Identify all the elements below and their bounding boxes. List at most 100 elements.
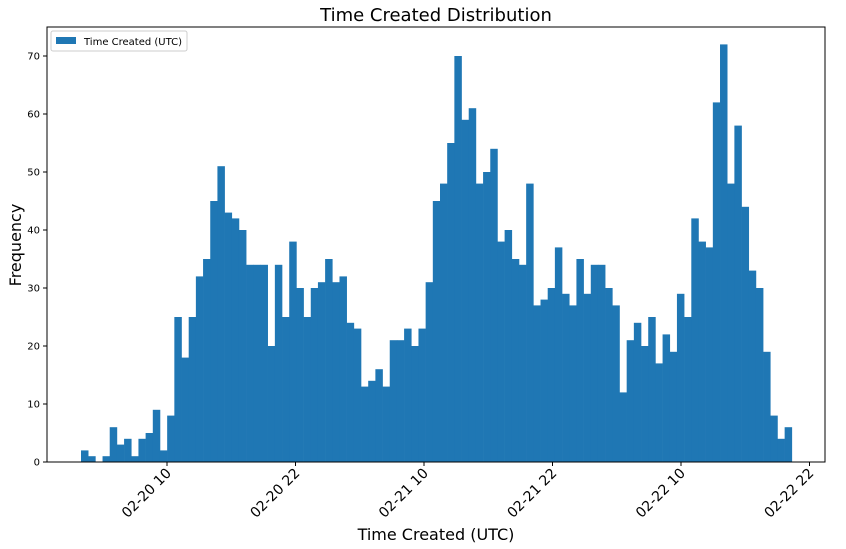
histogram-bar: [641, 346, 649, 462]
histogram-bar: [339, 276, 347, 462]
bars-group: [81, 44, 793, 463]
y-tick-label: 10: [27, 400, 40, 411]
x-tick-label: 02-22 22: [762, 466, 818, 522]
histogram-bar: [784, 427, 793, 462]
histogram-bar: [447, 143, 455, 462]
histogram-bar: [267, 346, 276, 462]
histogram-bar: [296, 288, 304, 462]
histogram-bar: [159, 450, 168, 462]
histogram-bar: [167, 415, 175, 462]
histogram-bar: [497, 241, 505, 462]
histogram-bar: [116, 444, 125, 462]
histogram-bar: [361, 386, 369, 462]
histogram-bar: [770, 415, 778, 462]
histogram-bar: [246, 264, 254, 462]
histogram-bar: [375, 369, 383, 462]
histogram-bar: [404, 328, 412, 462]
legend-frame: [50, 30, 188, 52]
histogram-bar: [633, 322, 642, 462]
histogram-bar: [705, 247, 714, 462]
histogram-bar: [461, 119, 470, 463]
histogram-bar: [526, 183, 534, 462]
y-tick-label: 0: [34, 458, 40, 469]
histogram-bar: [576, 259, 584, 462]
histogram-bar: [346, 322, 355, 462]
histogram-bar: [612, 305, 620, 462]
histogram-bar: [590, 264, 599, 462]
histogram-bar: [317, 282, 326, 462]
histogram-bar: [533, 305, 541, 462]
histogram-bar: [396, 340, 405, 462]
histogram-bar: [188, 317, 197, 462]
histogram-bar: [676, 293, 685, 462]
histogram-bar: [382, 386, 391, 462]
histogram-bar: [274, 264, 283, 462]
histogram-bar: [152, 409, 161, 462]
histogram-bar: [124, 438, 132, 462]
histogram-bar: [727, 183, 735, 462]
histogram-bar: [605, 288, 613, 462]
histogram-bar: [238, 230, 247, 462]
x-tick-label: 02-22 10: [633, 466, 689, 522]
histogram-bar: [102, 456, 111, 462]
histogram-bar: [195, 276, 204, 462]
histogram-bar: [109, 427, 118, 462]
y-tick-label: 30: [27, 284, 40, 295]
histogram-bar: [511, 259, 520, 462]
x-tick-label: 02-20 22: [248, 466, 304, 522]
histogram-bar: [325, 259, 333, 462]
histogram-bar: [332, 282, 340, 462]
histogram-bar: [518, 264, 527, 462]
histogram-bar: [626, 340, 635, 462]
histogram-bar: [468, 108, 477, 462]
histogram-bar: [88, 456, 96, 462]
histogram-bar: [554, 247, 563, 462]
histogram-bar: [181, 357, 189, 462]
y-tick-label: 20: [27, 342, 40, 353]
legend: Time Created (UTC): [50, 30, 188, 52]
y-tick-label: 60: [27, 110, 40, 121]
histogram-bar: [174, 317, 182, 462]
histogram-bar: [669, 351, 678, 462]
histogram-bar: [698, 241, 706, 462]
histogram-bar: [748, 270, 757, 462]
plot-area-frame: [46, 26, 826, 463]
histogram-bar: [260, 264, 268, 462]
x-tick-label: 02-21 10: [376, 466, 432, 522]
x-tick-label: 02-21 22: [505, 466, 561, 522]
x-axis-ticks: 02-20 10 02-20 22 02-21 10 02-21 22 02-22 10…: [119, 462, 817, 521]
histogram-bar: [741, 206, 750, 462]
histogram-bar: [425, 282, 434, 462]
histogram-bar: [619, 392, 627, 462]
histogram-bar: [282, 317, 290, 462]
histogram-bar: [569, 305, 577, 462]
histogram-bar: [353, 328, 362, 462]
y-axis-ticks: 0 10 20 30 40 50 60 70: [27, 52, 47, 469]
legend-swatch: [56, 37, 76, 44]
histogram-bar: [440, 183, 448, 462]
histogram-bar: [253, 264, 261, 462]
x-tick-label: 02-20 10: [119, 466, 175, 522]
histogram-bar: [389, 340, 398, 462]
y-axis-label: Frequency: [6, 204, 25, 287]
histogram-bar: [310, 288, 319, 462]
histogram-bar: [303, 317, 312, 462]
histogram-bar: [720, 44, 728, 463]
histogram-bar: [691, 218, 699, 462]
histogram-bar: [777, 438, 785, 462]
histogram-bar: [734, 125, 742, 462]
histogram-bar: [648, 317, 656, 462]
y-tick-label: 50: [27, 168, 40, 179]
histogram-bar: [662, 334, 671, 462]
histogram-bar: [289, 241, 297, 462]
histogram-bar: [203, 259, 211, 462]
histogram-bar: [454, 56, 462, 462]
histogram-bar: [138, 438, 146, 462]
histogram-bar: [131, 456, 139, 462]
x-axis-label: Time Created (UTC): [357, 525, 515, 544]
histogram-bar: [490, 148, 498, 463]
histogram-bar: [763, 351, 771, 462]
histogram-bar: [547, 288, 556, 462]
histogram-bar: [210, 201, 218, 462]
